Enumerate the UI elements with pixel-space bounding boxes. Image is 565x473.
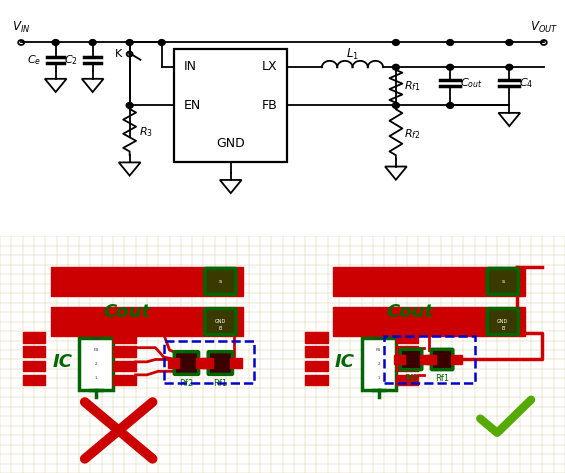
Text: IN: IN xyxy=(184,60,197,73)
Bar xyxy=(333,267,525,296)
Text: $L_1$: $L_1$ xyxy=(346,47,359,62)
Bar xyxy=(23,346,45,357)
Text: 1: 1 xyxy=(377,377,380,380)
Bar xyxy=(396,332,418,343)
Circle shape xyxy=(447,103,454,108)
Text: $C_2$: $C_2$ xyxy=(64,53,78,67)
Circle shape xyxy=(506,40,513,45)
Bar xyxy=(384,336,475,383)
Text: FB: FB xyxy=(93,348,99,352)
Text: GND: GND xyxy=(92,337,101,342)
Circle shape xyxy=(126,103,133,108)
Text: FB: FB xyxy=(376,348,381,352)
Bar xyxy=(425,355,437,364)
FancyBboxPatch shape xyxy=(487,309,519,335)
Text: K: K xyxy=(115,49,122,59)
FancyBboxPatch shape xyxy=(205,309,236,335)
Text: IC: IC xyxy=(334,353,355,371)
Bar xyxy=(333,307,525,336)
Circle shape xyxy=(158,40,165,45)
Bar xyxy=(362,338,396,390)
Text: s: s xyxy=(501,279,505,284)
Circle shape xyxy=(126,40,133,45)
FancyBboxPatch shape xyxy=(208,352,233,375)
FancyBboxPatch shape xyxy=(400,349,421,370)
Circle shape xyxy=(506,64,513,70)
Bar xyxy=(23,332,45,343)
Text: GND: GND xyxy=(216,137,245,150)
Bar xyxy=(305,375,328,385)
Polygon shape xyxy=(498,113,520,126)
Bar xyxy=(174,49,288,162)
Bar xyxy=(23,361,45,371)
Bar xyxy=(305,346,328,357)
Bar xyxy=(231,359,242,368)
FancyBboxPatch shape xyxy=(205,269,236,294)
Bar xyxy=(396,346,418,357)
Bar xyxy=(394,355,405,364)
Text: IC: IC xyxy=(52,353,72,371)
Polygon shape xyxy=(82,79,103,92)
Text: Rf1: Rf1 xyxy=(435,374,449,383)
Bar xyxy=(202,359,214,368)
Circle shape xyxy=(52,40,59,45)
Text: GND: GND xyxy=(215,319,226,324)
Text: Rf2: Rf2 xyxy=(180,378,193,388)
Bar xyxy=(113,375,136,385)
Text: EN: EN xyxy=(184,99,201,112)
Bar xyxy=(396,375,418,385)
Text: $R_{f2}$: $R_{f2}$ xyxy=(405,127,421,141)
Text: s: s xyxy=(219,279,222,284)
Text: 2: 2 xyxy=(377,362,380,366)
Circle shape xyxy=(447,64,454,70)
Text: $C_4$: $C_4$ xyxy=(519,76,533,90)
Text: Cout: Cout xyxy=(103,303,151,321)
Bar xyxy=(164,341,254,383)
Text: GND: GND xyxy=(497,319,508,324)
Text: B: B xyxy=(219,326,222,331)
Polygon shape xyxy=(220,180,242,193)
Bar xyxy=(305,332,328,343)
Bar xyxy=(113,346,136,357)
Bar xyxy=(113,332,136,343)
FancyBboxPatch shape xyxy=(174,352,199,375)
Text: GND: GND xyxy=(374,337,383,342)
Bar xyxy=(419,355,431,364)
Text: B: B xyxy=(501,326,505,331)
Bar xyxy=(23,375,45,385)
Bar xyxy=(197,359,208,368)
Text: Rf2: Rf2 xyxy=(404,374,418,383)
Text: $C_{out}$: $C_{out}$ xyxy=(460,76,483,90)
Text: $R_3$: $R_3$ xyxy=(138,125,153,139)
Circle shape xyxy=(447,40,454,45)
Bar xyxy=(396,361,418,371)
Text: Cout: Cout xyxy=(386,303,433,321)
Bar xyxy=(113,361,136,371)
Text: $V_{IN}$: $V_{IN}$ xyxy=(12,20,31,35)
Bar xyxy=(168,359,180,368)
Circle shape xyxy=(393,64,399,70)
Text: 2: 2 xyxy=(95,362,97,366)
Text: 1: 1 xyxy=(95,377,97,380)
Circle shape xyxy=(89,40,96,45)
Bar xyxy=(79,338,113,390)
Text: LX: LX xyxy=(262,60,277,73)
Text: FB: FB xyxy=(262,99,277,112)
FancyBboxPatch shape xyxy=(432,349,453,370)
Text: $C_e$: $C_e$ xyxy=(27,53,41,67)
Text: $V_{OUT}$: $V_{OUT}$ xyxy=(530,20,558,35)
Bar xyxy=(51,307,243,336)
Bar xyxy=(451,355,462,364)
Circle shape xyxy=(393,40,399,45)
Polygon shape xyxy=(119,162,141,175)
Text: $R_{f1}$: $R_{f1}$ xyxy=(405,79,421,93)
Polygon shape xyxy=(45,79,67,92)
Circle shape xyxy=(393,103,399,108)
Bar xyxy=(51,267,243,296)
FancyBboxPatch shape xyxy=(487,269,519,294)
Polygon shape xyxy=(385,166,407,180)
Bar xyxy=(305,361,328,371)
Text: Rf1: Rf1 xyxy=(214,378,227,388)
